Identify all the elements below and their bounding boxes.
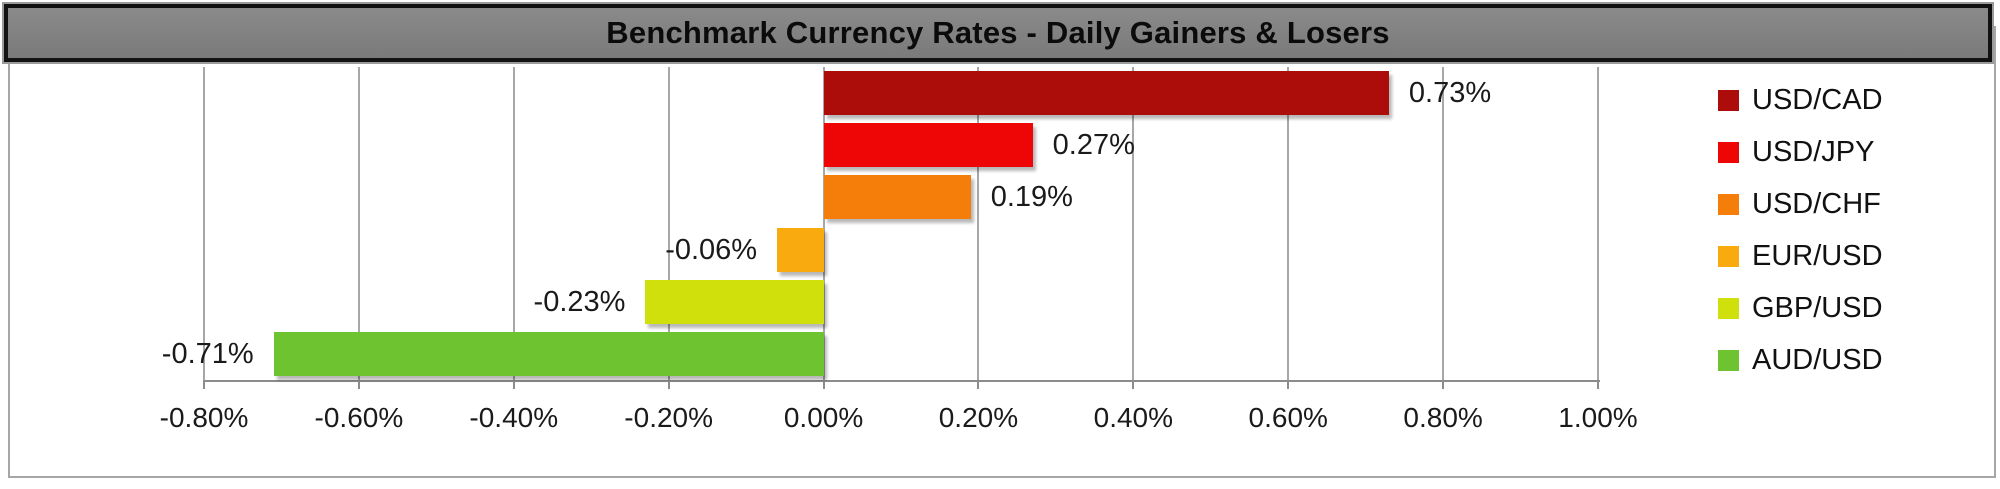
- legend-item-usd-cad: USD/CAD: [1718, 83, 1883, 116]
- bar-value-label: -0.71%: [161, 338, 254, 370]
- x-tick-label: -0.60%: [314, 402, 404, 433]
- gridline: [977, 67, 980, 380]
- bar-value-label: -0.06%: [665, 234, 758, 266]
- x-tick-label: -0.40%: [469, 402, 559, 433]
- x-axis-tick: [357, 380, 360, 389]
- bar-usd-cad: [823, 71, 1389, 115]
- legend-swatch: [1718, 245, 1739, 267]
- legend-item-aud-usd: AUD/USD: [1718, 343, 1883, 376]
- bar-value-label: 0.19%: [990, 181, 1073, 213]
- x-tick-label: 0.00%: [783, 402, 864, 433]
- legend-swatch: [1718, 297, 1739, 319]
- bar-usd-chf: [823, 175, 971, 219]
- x-axis-tick: [1287, 380, 1290, 389]
- x-tick-label: 0.80%: [1403, 402, 1483, 433]
- x-tick-label: 0.40%: [1093, 402, 1174, 433]
- bar-usd-jpy: [823, 123, 1033, 167]
- legend-swatch: [1718, 141, 1739, 163]
- x-axis-tick: [1132, 380, 1135, 389]
- x-axis-line: [204, 380, 1600, 382]
- gridline: [1287, 67, 1290, 380]
- gridline: [822, 67, 825, 380]
- gridline: [203, 67, 205, 380]
- gridline: [1442, 67, 1445, 380]
- legend-item-eur-usd: EUR/USD: [1718, 239, 1883, 272]
- legend-swatch: [1718, 89, 1739, 111]
- x-tick-label: -0.80%: [159, 402, 249, 433]
- chart-title-banner: Benchmark Currency Rates - Daily Gainers…: [4, 4, 1992, 62]
- legend-swatch: [1718, 349, 1739, 371]
- x-axis-tick: [512, 380, 515, 389]
- gridline: [667, 67, 670, 380]
- x-axis-tick: [1597, 380, 1599, 389]
- legend-label: GBP/USD: [1752, 291, 1883, 324]
- legend-label: USD/CHF: [1752, 187, 1881, 220]
- bar-value-label: 0.27%: [1052, 129, 1135, 161]
- x-tick-label: 0.20%: [938, 402, 1019, 433]
- legend-item-usd-jpy: USD/JPY: [1718, 135, 1875, 168]
- legend-label: USD/JPY: [1752, 135, 1875, 168]
- gridline: [1132, 67, 1135, 380]
- x-axis-tick: [977, 380, 980, 389]
- gridline: [357, 67, 360, 380]
- x-axis-tick: [667, 380, 670, 389]
- x-tick-label: 0.60%: [1248, 402, 1328, 433]
- bar-gbp-usd: [645, 280, 824, 324]
- x-axis-tick: [1442, 380, 1445, 389]
- bar-eur-usd: [777, 228, 824, 272]
- legend-item-usd-chf: USD/CHF: [1718, 187, 1881, 220]
- legend-swatch: [1718, 193, 1739, 215]
- bar-aud-usd: [273, 332, 824, 376]
- x-tick-label: 1.00%: [1558, 402, 1638, 433]
- gridline: [1597, 67, 1599, 380]
- x-axis-tick: [203, 380, 205, 389]
- x-tick-label: -0.20%: [624, 402, 714, 433]
- legend-item-gbp-usd: GBP/USD: [1718, 291, 1883, 324]
- gridline: [512, 67, 515, 380]
- legend-label: USD/CAD: [1752, 83, 1883, 116]
- legend-label: EUR/USD: [1752, 239, 1883, 272]
- bar-value-label: 0.73%: [1408, 77, 1492, 109]
- x-axis-tick: [822, 380, 825, 389]
- legend-label: AUD/USD: [1752, 343, 1883, 376]
- bar-value-label: -0.23%: [533, 286, 626, 318]
